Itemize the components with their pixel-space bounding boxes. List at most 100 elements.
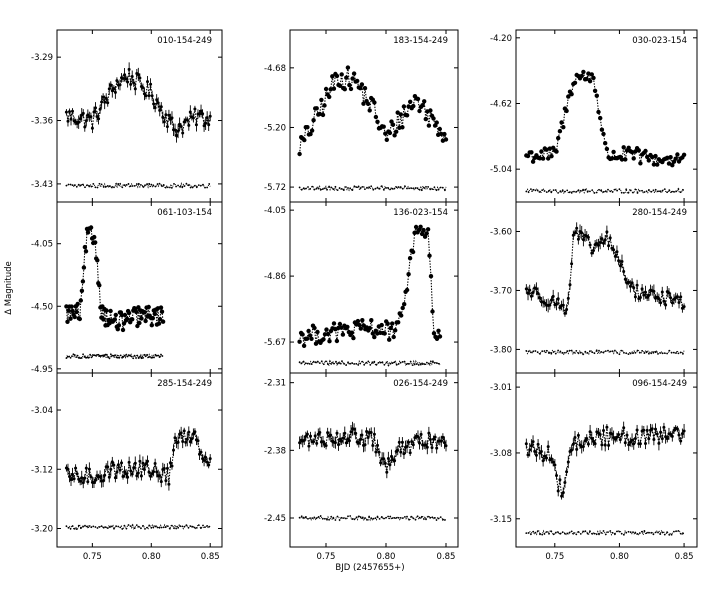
comparison-data-point (349, 187, 352, 190)
target-data-point (132, 466, 136, 470)
comparison-data-point (602, 351, 605, 354)
comparison-data-point (306, 362, 309, 365)
target-data-point (103, 473, 107, 477)
comparison-data-point (183, 185, 186, 188)
target-data-point (307, 333, 313, 338)
target-data-point (565, 308, 569, 311)
comparison-data-point (629, 531, 632, 534)
comparison-data-point (160, 353, 162, 356)
target-data-point (129, 469, 133, 473)
comparison-data-point (144, 355, 147, 358)
comparison-data-point (135, 183, 138, 185)
target-data-point (158, 108, 162, 112)
target-data-point (70, 308, 75, 314)
comparison-data-point (648, 189, 650, 191)
target-data-point (79, 288, 85, 293)
comparison-data-point (444, 519, 446, 521)
comparison-data-point (586, 532, 589, 535)
comparison-data-point (140, 357, 143, 360)
target-data-point (304, 434, 308, 438)
comparison-data-point (564, 190, 566, 193)
target-data-point (620, 432, 624, 436)
target-data-point (64, 110, 68, 114)
target-data-point (93, 240, 98, 245)
comparison-data-point (100, 525, 103, 527)
target-data-point (642, 428, 646, 432)
x-tick-label: 0.75 (83, 552, 102, 562)
comparison-data-point (545, 349, 548, 352)
target-data-point (81, 265, 87, 270)
target-data-point (617, 433, 621, 437)
target-data-point (357, 322, 362, 328)
comparison-data-point (193, 526, 196, 529)
target-data-point (682, 305, 686, 309)
comparison-data-point (104, 526, 107, 528)
target-data-point (583, 439, 587, 443)
comparison-data-point (206, 525, 209, 527)
target-data-point (388, 325, 393, 331)
target-data-point (176, 440, 180, 444)
target-data-point (202, 459, 206, 462)
panel-title: 285-154-249 (157, 379, 212, 389)
comparison-data-point (202, 524, 204, 527)
target-data-point (547, 146, 552, 151)
target-data-point (92, 234, 97, 240)
target-data-point (300, 332, 305, 337)
comparison-data-point (179, 185, 182, 188)
target-data-point (371, 444, 375, 447)
comparison-data-point (418, 188, 421, 191)
comparison-data-point (661, 352, 664, 355)
target-data-point (665, 155, 670, 160)
target-data-point (301, 343, 307, 348)
target-data-point (342, 87, 347, 92)
comparison-data-point (68, 355, 71, 358)
comparison-data-point (407, 363, 410, 365)
target-data-point (425, 445, 429, 449)
comparison-data-point (436, 362, 438, 365)
comparison-data-point (72, 353, 75, 356)
target-data-point (667, 291, 671, 295)
target-data-point (297, 151, 302, 157)
comparison-data-point (313, 516, 316, 519)
comparison-data-point (86, 525, 88, 528)
comparison-data-point (668, 534, 671, 536)
target-data-point (118, 468, 122, 472)
target-data-point (603, 141, 608, 146)
comparison-data-point (629, 189, 632, 192)
comparison-data-point (319, 515, 322, 517)
target-data-point (101, 479, 105, 483)
comparison-data-point (131, 185, 134, 187)
target-data-point (175, 134, 179, 138)
target-data-point (366, 436, 370, 439)
target-data-point (159, 480, 163, 484)
target-data-point (597, 243, 600, 247)
target-data-point (566, 460, 570, 464)
comparison-data-point (126, 355, 129, 358)
target-data-point (623, 277, 627, 281)
target-data-point (87, 467, 91, 471)
comparison-data-point (589, 350, 591, 352)
comparison-data-point (340, 516, 343, 519)
target-data-point (608, 236, 612, 240)
target-data-point (410, 440, 414, 444)
comparison-data-point (437, 188, 440, 191)
comparison-data-point (355, 516, 358, 519)
target-data-point (74, 466, 78, 470)
target-data-point (190, 437, 194, 441)
target-data-point (115, 79, 119, 83)
target-data-point (72, 477, 76, 481)
comparison-data-point (616, 189, 618, 192)
comparison-data-point (432, 360, 434, 363)
comparison-data-point (181, 525, 184, 528)
comparison-data-point (330, 515, 333, 518)
target-data-point (321, 337, 326, 342)
comparison-data-point (91, 354, 94, 356)
target-data-point (320, 112, 326, 118)
comparison-data-point (659, 533, 662, 535)
target-data-point (436, 328, 441, 333)
target-data-point (528, 288, 532, 292)
target-data-point (580, 231, 584, 235)
target-data-point (204, 455, 208, 459)
target-data-point (588, 430, 592, 434)
comparison-data-point (67, 183, 70, 186)
